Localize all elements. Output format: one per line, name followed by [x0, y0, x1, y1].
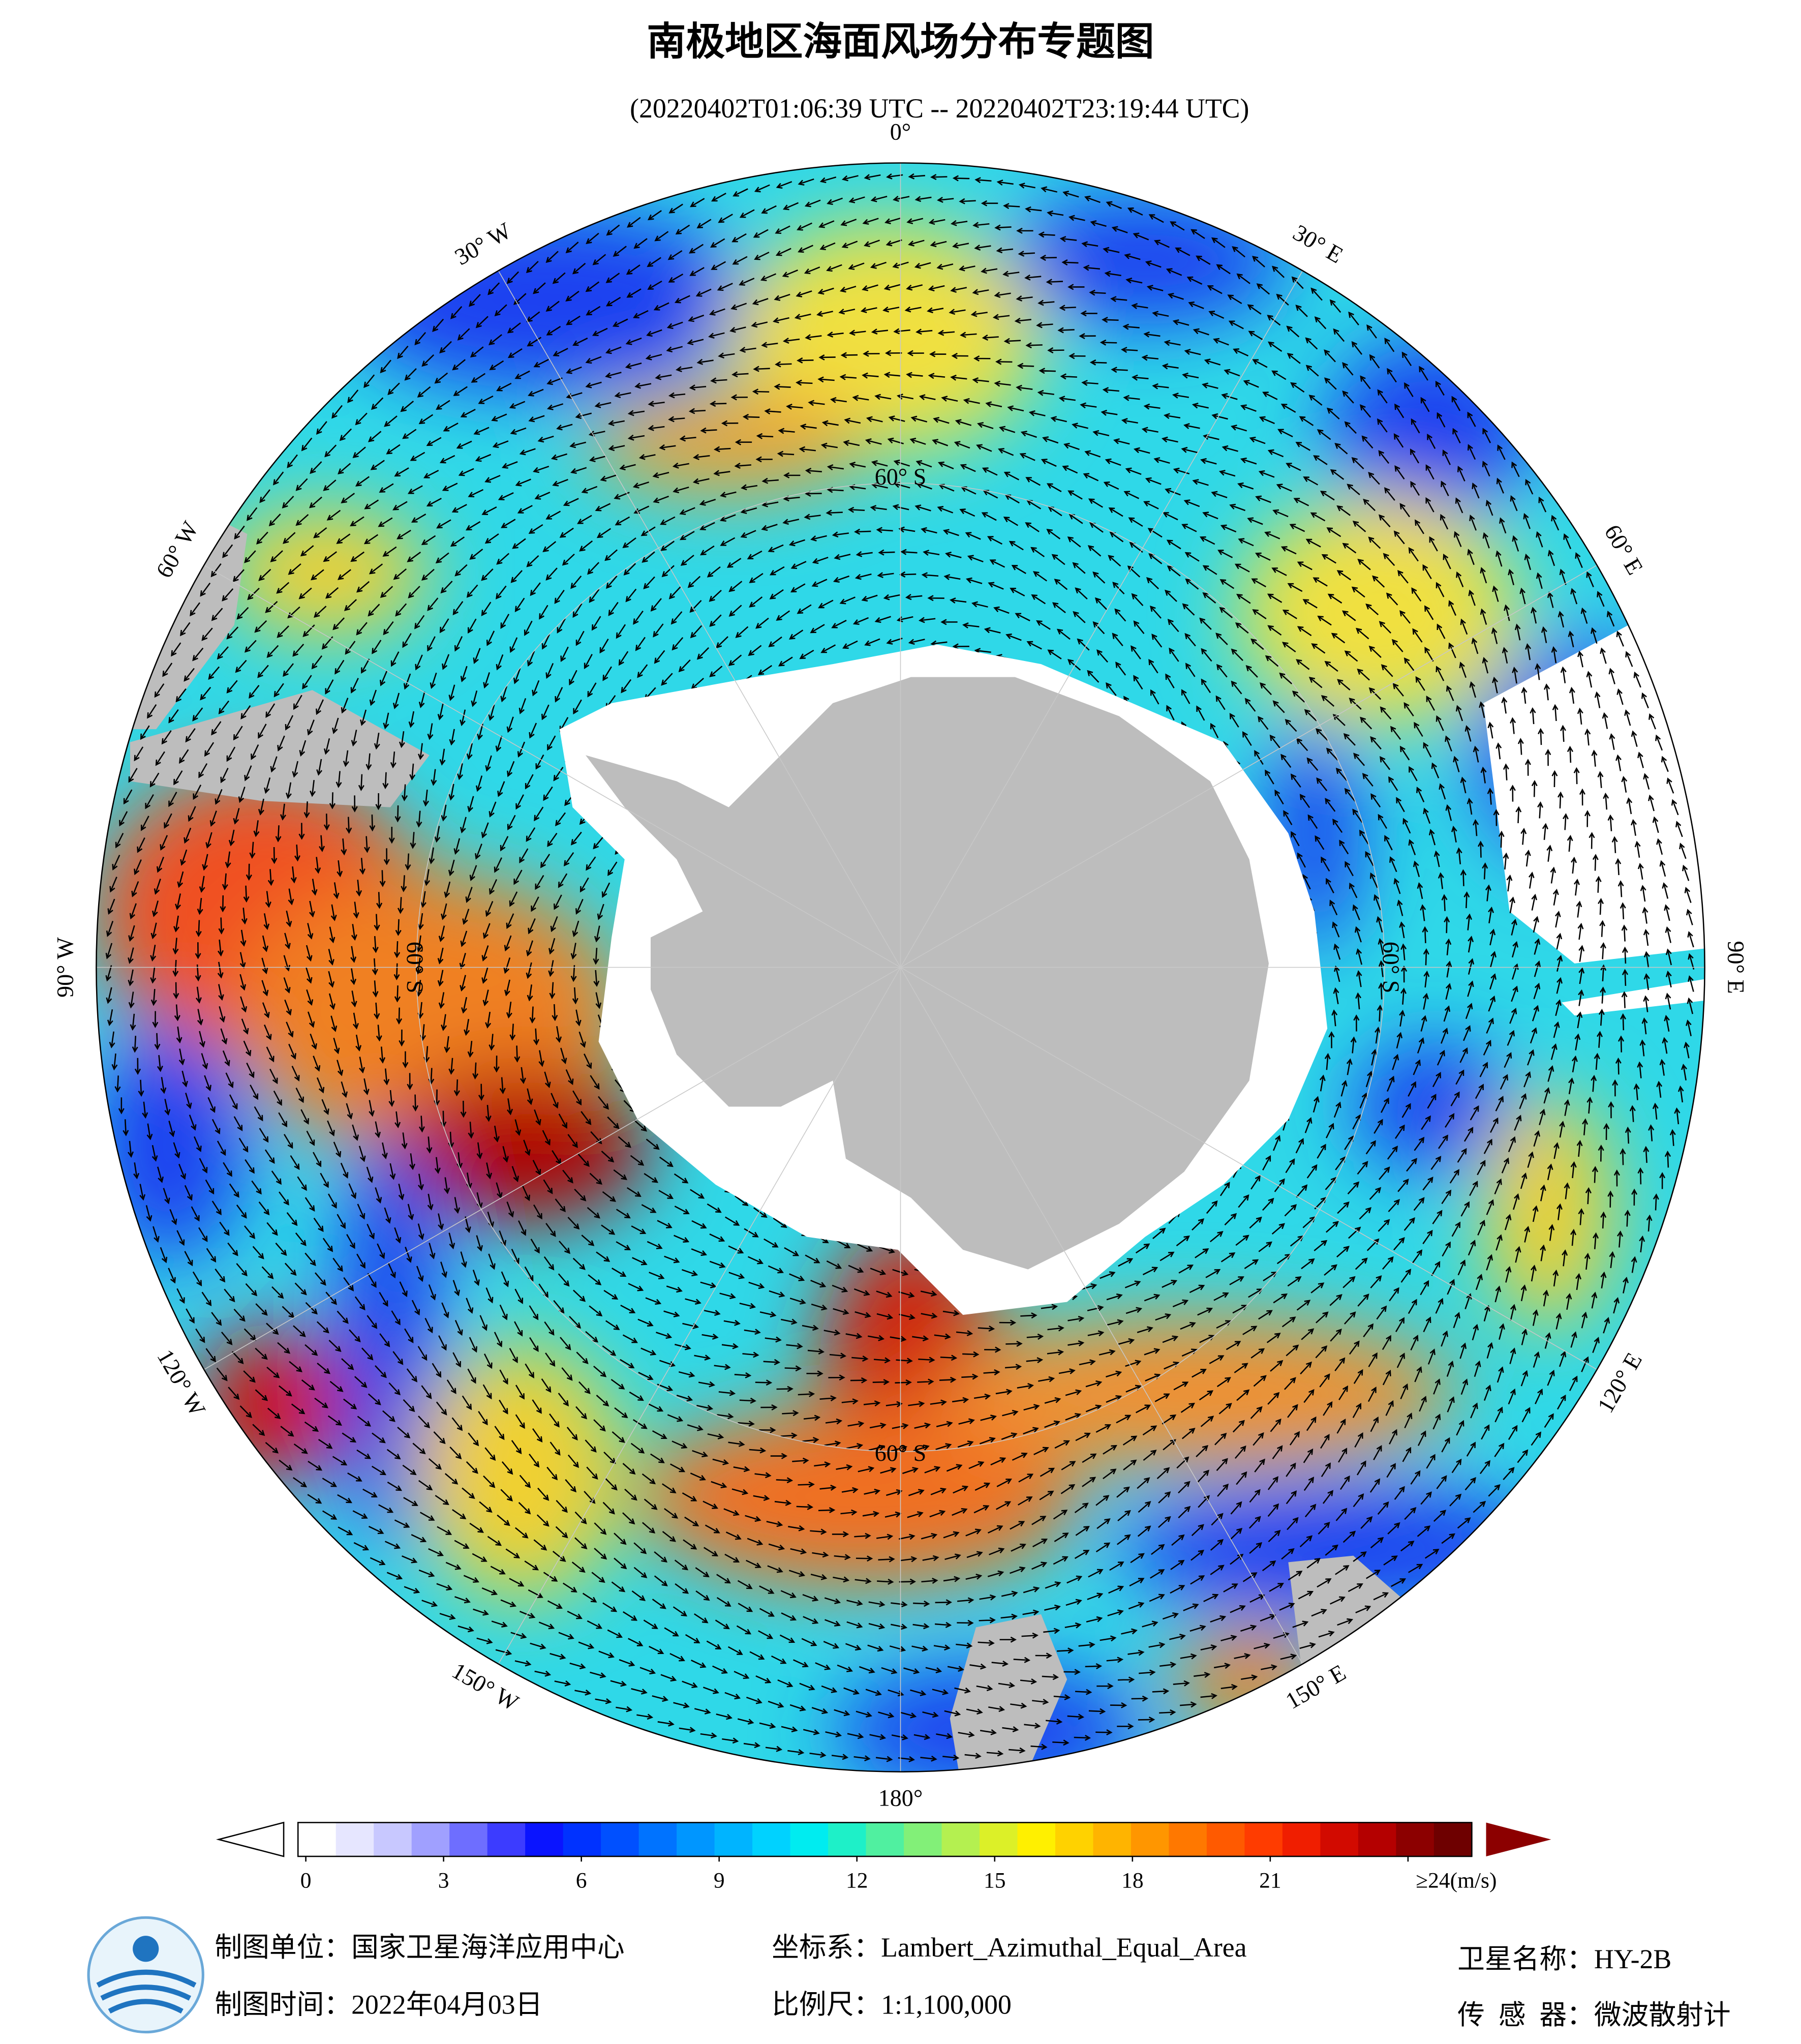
colorbar-swatch	[1358, 1822, 1397, 1857]
colorbar-swatch	[714, 1822, 753, 1857]
parallel-label: 60° S	[875, 1440, 927, 1466]
colorbar-swatch	[941, 1822, 981, 1857]
data-gap	[1483, 612, 1705, 1016]
colorbar-tick-label: 3	[438, 1868, 449, 1892]
sensor: 传 感 器：微波散射计	[1457, 2000, 1731, 2030]
logo	[87, 1916, 204, 2034]
satellite: 卫星名称：HY-2B	[1457, 1944, 1671, 1974]
map-time: 制图时间：2022年04月03日	[215, 1990, 542, 2020]
colorbar-swatch	[1244, 1822, 1284, 1857]
colorbar-tick-label: ≥24(m/s)	[1416, 1868, 1497, 1892]
colorbar-swatch	[525, 1822, 564, 1857]
meridian-label: 30° E	[1289, 219, 1348, 268]
colorbar-swatch	[638, 1822, 678, 1857]
parallel-label: 60° S	[402, 942, 428, 994]
producer: 制图单位：国家卫星海洋应用中心	[215, 1932, 624, 1963]
colorbar-swatch	[298, 1822, 337, 1857]
meridian-label: 60° E	[1600, 520, 1649, 579]
colorbar-swatch	[1055, 1822, 1094, 1857]
colorbar-tick-label: 9	[714, 1868, 725, 1892]
colorbar: 0 3 6 9 12 15 18 21 ≥24(m/s)	[216, 1821, 1551, 1892]
colorbar-swatch	[1169, 1822, 1208, 1857]
colorbar-swatch	[752, 1822, 791, 1857]
colorbar-swatch	[979, 1822, 1018, 1857]
colorbar-swatch	[1433, 1822, 1473, 1857]
colorbar-swatch	[335, 1822, 375, 1857]
colorbar-swatch	[411, 1822, 450, 1857]
antarctica	[585, 677, 1269, 1270]
new-zealand	[950, 1614, 1067, 1772]
colorbar-tick-label: 6	[576, 1868, 587, 1892]
colorbar-swatch	[1282, 1822, 1321, 1857]
meridian	[498, 270, 901, 968]
colorbar-swatch	[563, 1822, 602, 1857]
parallel	[416, 483, 1385, 1452]
colorbar-swatch	[1131, 1822, 1170, 1857]
colorbar-swatch	[601, 1822, 639, 1857]
meridian	[498, 967, 901, 1665]
subtitle: (20220402T01:06:39 UTC -- 20220402T23:19…	[630, 93, 1249, 124]
colorbar-tick-label: 12	[846, 1868, 868, 1892]
colorbar-swatch	[487, 1822, 526, 1857]
colorbar-swatch	[828, 1822, 867, 1857]
colorbar-swatch	[1396, 1822, 1435, 1857]
map-frame	[96, 162, 1705, 1772]
scale: 比例尺：1:1,100,000	[772, 1990, 1012, 2020]
colorbar-tick-label: 15	[984, 1868, 1006, 1892]
colorbar-swatch	[790, 1822, 829, 1857]
colorbar-under	[216, 1821, 285, 1857]
meridian	[900, 564, 1597, 968]
colorbar-tick-label: 18	[1121, 1868, 1144, 1892]
new-zealand-south	[1288, 1549, 1627, 1732]
meridian-label: 0°	[890, 119, 911, 145]
colorbar-tick-label: 21	[1259, 1868, 1281, 1892]
colorbar-swatch	[1093, 1822, 1132, 1857]
meridian-label: 30° W	[450, 217, 516, 270]
meridian	[204, 967, 901, 1370]
meridian	[900, 967, 1597, 1370]
meridian-label: 60° W	[151, 517, 204, 582]
parallel-label: 60° S	[1378, 942, 1404, 994]
title: 南极地区海面风场分布专题图	[647, 20, 1154, 64]
meridian-label: 180°	[878, 1785, 923, 1811]
colorbar-swatch	[904, 1822, 942, 1857]
colorbar-over	[1486, 1822, 1551, 1857]
meridian	[204, 564, 901, 968]
colorbar-swatch	[866, 1822, 905, 1857]
colorbar-tick-label: 0	[300, 1868, 312, 1892]
colorbar-swatch	[449, 1822, 488, 1857]
colorbar-frame	[297, 1822, 1473, 1857]
meridian-label: 90° W	[52, 937, 78, 998]
meridian	[900, 270, 1303, 968]
colorbar-swatch	[374, 1822, 412, 1857]
parallel-label: 60° S	[875, 464, 927, 490]
colorbar-swatch	[677, 1822, 715, 1857]
meridian	[900, 967, 1303, 1665]
colorbar-swatch	[1206, 1822, 1245, 1857]
colorbar-swatch	[1320, 1822, 1359, 1857]
meridian-label: 90° E	[1723, 941, 1749, 994]
coordinate-system: 坐标系：Lambert_Azimuthal_Equal_Area	[772, 1932, 1247, 1963]
colorbar-swatch	[1017, 1822, 1056, 1857]
